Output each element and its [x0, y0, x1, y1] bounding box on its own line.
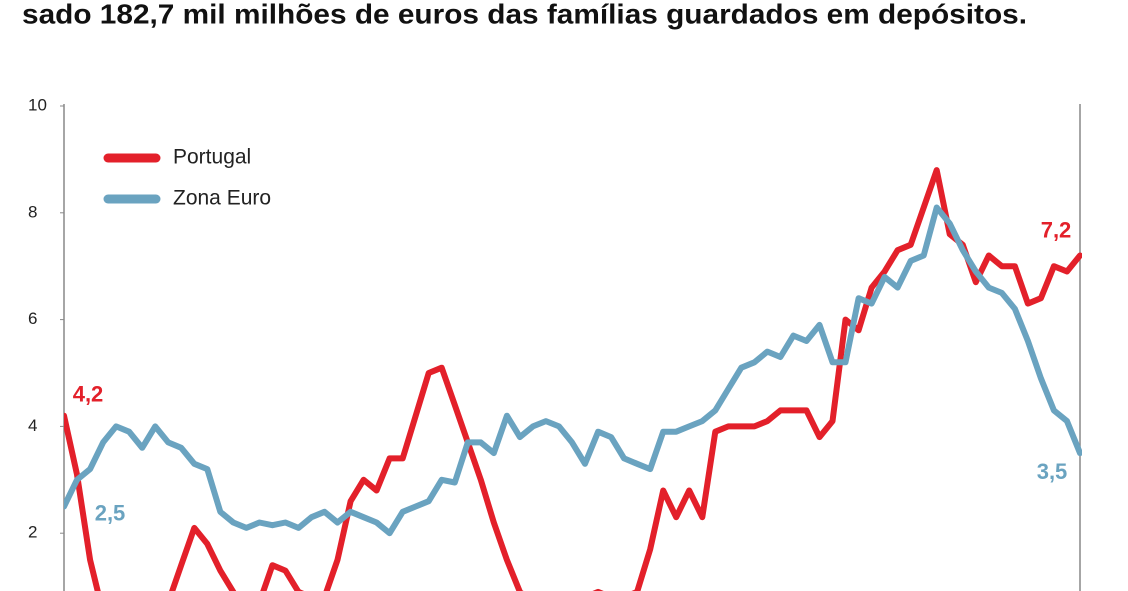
- y-tick-label: 4: [28, 416, 37, 435]
- chart-title: sado 182,7 mil milhões de euros das famí…: [22, 0, 1027, 29]
- value-label: 2,5: [95, 500, 126, 525]
- series-line: [64, 167, 1082, 591]
- value-label: 3,5: [1037, 459, 1068, 484]
- y-tick-label: 10: [28, 95, 47, 114]
- y-tick-label: 6: [28, 309, 37, 328]
- plot-area: [64, 167, 1082, 591]
- legend-label: Portugal: [173, 146, 251, 169]
- legend-label: Zona Euro: [173, 187, 271, 210]
- y-tick-label: 8: [28, 202, 37, 221]
- value-label: 7,2: [1041, 217, 1072, 242]
- series-line: [64, 204, 1082, 537]
- y-tick-label: 2: [28, 523, 37, 542]
- value-label: 4,2: [73, 382, 104, 407]
